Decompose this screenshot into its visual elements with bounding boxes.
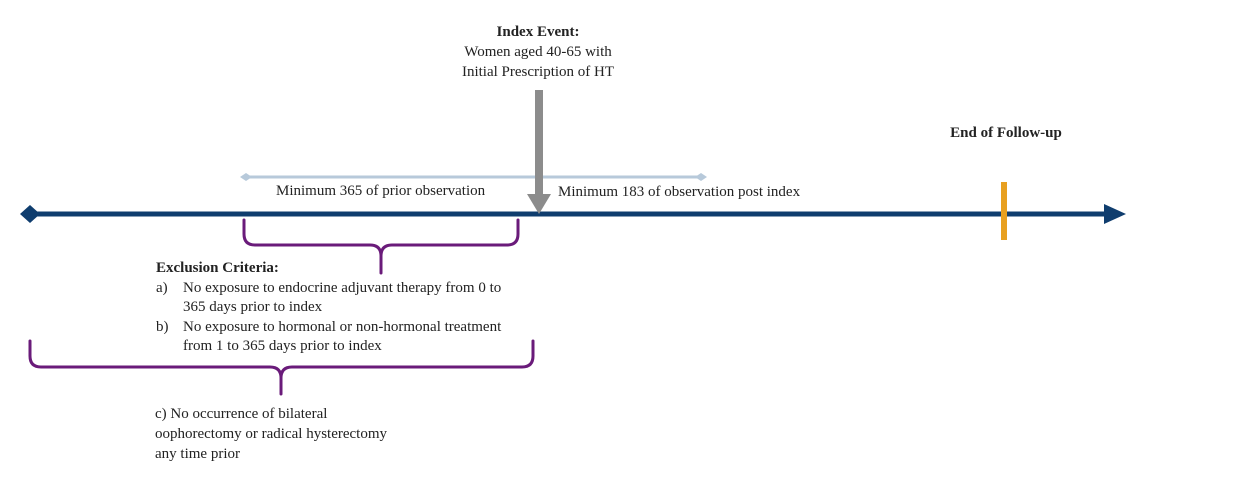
index-event-line1: Women aged 40-65 with (464, 44, 612, 60)
criterion-a-line1: No exposure to endocrine adjuvant therap… (183, 280, 502, 296)
index-event-title: Index Event: (496, 24, 580, 40)
criterion-b-line2: from 1 to 365 days prior to index (183, 338, 382, 354)
exclusion-criteria-title: Exclusion Criteria: (156, 260, 279, 276)
criterion-a-line2: 365 days prior to index (183, 299, 323, 315)
timeline-start-diamond (20, 205, 40, 223)
exclusion-criterion-a: a) No exposure to endocrine adjuvant ther… (156, 279, 501, 317)
exclusion-brace-long (28, 339, 535, 396)
post-observation-label: Minimum 183 of observation post index (558, 184, 801, 200)
timeline-end-arrowhead (1104, 204, 1126, 224)
index-event-arrow-shaft (535, 90, 543, 196)
observation-window-left-cap (240, 173, 252, 181)
exclusion-brace-short (242, 218, 520, 275)
exclusion-criterion-b: b) No exposure to hormonal or non-hormona… (156, 318, 501, 356)
observation-window-right-cap (695, 173, 707, 181)
criterion-b-marker: b) (156, 319, 169, 335)
index-event-line2: Initial Prescription of HT (461, 64, 615, 80)
end-followup-marker (1001, 182, 1007, 240)
criterion-c-line1: c) No occurrence of bilateral (155, 406, 328, 422)
prior-observation-label: Minimum 365 of prior observation (276, 183, 486, 199)
criterion-c-line3: any time prior (155, 446, 240, 462)
criterion-c-line2: oophorectomy or radical hysterectomy (155, 426, 388, 442)
criterion-a-marker: a) (156, 280, 168, 296)
end-followup-label: End of Follow-up (950, 125, 1062, 141)
criterion-b-line1: No exposure to hormonal or non-hormonal … (183, 319, 502, 335)
index-event-arrowhead (527, 194, 551, 214)
